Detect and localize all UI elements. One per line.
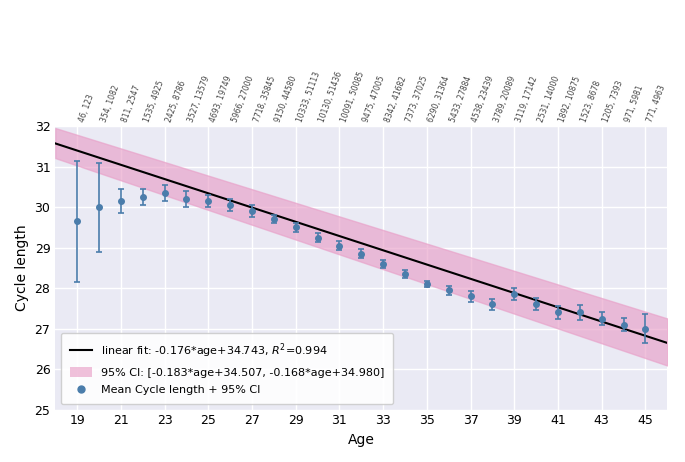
X-axis label: Age: Age <box>348 433 375 447</box>
Text: 1892, 10875: 1892, 10875 <box>558 75 583 123</box>
Text: 9475, 47005: 9475, 47005 <box>361 75 386 123</box>
Text: 4538, 23439: 4538, 23439 <box>471 75 495 123</box>
Text: 354, 1082: 354, 1082 <box>99 84 121 123</box>
Text: 1535, 4925: 1535, 4925 <box>142 79 166 123</box>
Text: 3119, 17142: 3119, 17142 <box>514 75 539 123</box>
Text: 3789, 20089: 3789, 20089 <box>493 75 517 123</box>
Text: 1205, 7393: 1205, 7393 <box>601 79 625 123</box>
Text: 9150, 44580: 9150, 44580 <box>274 75 299 123</box>
Text: 3527, 13579: 3527, 13579 <box>186 75 212 123</box>
Text: 971, 5981: 971, 5981 <box>623 84 645 123</box>
Text: 7718, 35845: 7718, 35845 <box>252 75 277 123</box>
Text: 5433, 27884: 5433, 27884 <box>449 75 473 123</box>
Text: 811, 2547: 811, 2547 <box>121 84 142 123</box>
Text: 4693, 19749: 4693, 19749 <box>208 75 234 123</box>
Legend: linear fit: -0.176*age+34.743, $R^2$=0.994, 95% CI: [-0.183*age+34.507, -0.168*a: linear fit: -0.176*age+34.743, $R^2$=0.9… <box>61 333 393 404</box>
Text: 10130, 51436: 10130, 51436 <box>318 70 344 123</box>
Text: 771, 4963: 771, 4963 <box>645 84 667 123</box>
Text: 1523, 8678: 1523, 8678 <box>580 80 603 123</box>
Text: 10091, 50085: 10091, 50085 <box>339 70 366 123</box>
Text: 2425, 8786: 2425, 8786 <box>164 80 188 123</box>
Text: 10333, 51113: 10333, 51113 <box>296 71 322 123</box>
Text: 8342, 41682: 8342, 41682 <box>383 75 408 123</box>
Text: 7373, 37025: 7373, 37025 <box>405 75 430 123</box>
Text: 46, 123: 46, 123 <box>77 93 95 123</box>
Text: 5966, 27000: 5966, 27000 <box>230 75 256 123</box>
Text: 2531, 14000: 2531, 14000 <box>536 75 561 123</box>
Y-axis label: Cycle length: Cycle length <box>15 225 29 311</box>
Text: 6290, 31364: 6290, 31364 <box>427 75 452 123</box>
